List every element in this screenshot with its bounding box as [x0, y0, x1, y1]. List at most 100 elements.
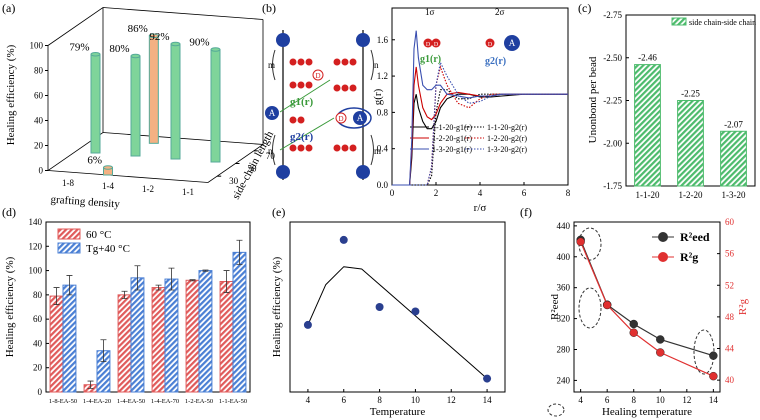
bar [219, 281, 234, 393]
y-tick-label: 80 [34, 66, 44, 76]
y-tick-label: 120 [29, 241, 43, 251]
legend-label: side chain-side chain [689, 18, 756, 27]
error-bar [155, 284, 162, 291]
value-label: -2.07 [724, 119, 743, 129]
y-tick-label: 48 [725, 312, 735, 322]
y-tick-label: -1.75 [603, 181, 622, 191]
y-tick-label: 280 [557, 345, 571, 355]
bar [720, 130, 747, 187]
x-tick-label: 10 [411, 395, 421, 405]
bar [62, 284, 77, 393]
panel-label: (f) [520, 205, 532, 219]
annotation: 1σ [425, 7, 435, 17]
panel-label: (d) [2, 205, 16, 219]
y-tick-label: 100 [29, 266, 43, 276]
point [576, 237, 585, 246]
highlight [578, 287, 602, 329]
axis-title: Temperature [370, 406, 426, 418]
x-tick-label: 1-1-EA-50 [219, 398, 247, 405]
x-tick-label: 4 [578, 395, 583, 405]
y-tick-label: 52 [725, 280, 734, 290]
arrow [279, 79, 335, 151]
y-tick-label: 1.2 [377, 71, 388, 81]
y-tick-label: 56 [725, 249, 735, 259]
error-bar [168, 267, 175, 291]
annotation-bead [504, 35, 520, 51]
bar-cap [130, 53, 141, 59]
error-bar [202, 269, 209, 272]
axis-title: g(r) [372, 88, 384, 105]
axis-box [46, 7, 265, 183]
y-tick-label: 80 [33, 290, 43, 300]
label: A [269, 108, 276, 118]
label: A [357, 113, 364, 123]
axis-title: grafting density [50, 194, 121, 211]
point [629, 328, 638, 337]
z-tick-label: 70 [266, 151, 276, 161]
y-tick-label: 20 [34, 141, 44, 151]
highlight [693, 329, 715, 375]
bar-cap [170, 41, 181, 47]
axis-title: side-chain length [230, 129, 276, 202]
chain-diagram: A A D D g1(r) g2(r) m n n m [265, 30, 381, 180]
axis-title: R²g [737, 298, 749, 315]
y-tick-label: 1.6 [377, 35, 389, 45]
axis-title: r/σ [474, 202, 487, 214]
y-tick-label: 240 [557, 375, 571, 385]
x-tick-label: 6 [605, 395, 610, 405]
point [483, 374, 492, 383]
legend-swatch [57, 228, 81, 240]
bar [164, 278, 179, 393]
y-tick-label: 100 [30, 41, 44, 51]
x-tick-label: 0 [390, 188, 395, 198]
legend-label: Tg+40 °C [86, 243, 130, 255]
legend-label: 1-3-20-g2(r) [487, 145, 527, 154]
legend-swatch [57, 242, 81, 254]
x-tick-label: 6 [522, 188, 527, 198]
bar-cap [148, 33, 159, 39]
bar-cap [103, 165, 113, 170]
legend-swatch [671, 17, 687, 26]
bar-cap [90, 51, 101, 57]
value-label: -2.46 [638, 53, 657, 63]
axis-title: Healing temperature [602, 406, 692, 418]
highlight [547, 403, 565, 417]
x-tick-label: 1-4 [102, 181, 114, 191]
axis-title: R²eed [549, 294, 561, 320]
y-tick-label: 0.8 [377, 107, 389, 117]
donor [335, 112, 347, 124]
x-tick-label: 1-2-20 [679, 190, 703, 200]
bar [198, 270, 213, 393]
bar [117, 294, 132, 393]
panel-label: (c) [578, 1, 591, 15]
y-tick-label: 60 [33, 314, 43, 324]
axis-title: Healing efficiency (%) [5, 44, 17, 145]
x-tick-label: 1-8 [62, 178, 74, 188]
label: m [268, 60, 275, 70]
x-tick-label: 4 [478, 188, 483, 198]
point [602, 300, 612, 310]
legend-label: R²eed [680, 230, 710, 244]
fit-line [307, 266, 488, 379]
x-tick-label: 1-4-EA-20 [83, 398, 111, 405]
x-tick-label: 1-3-20 [722, 190, 746, 200]
x-tick-label: 1-4-EA-50 [117, 398, 145, 405]
y-tick-label: 360 [557, 283, 571, 293]
y-tick-label: 0.0 [377, 180, 389, 190]
x-tick-label: 12 [447, 395, 456, 405]
legend-label: 1-2-20-g2(r) [487, 134, 527, 143]
axis-title: Healing efficiency (%) [271, 256, 283, 357]
bar [634, 64, 661, 187]
point [709, 371, 718, 381]
value-label: 92% [149, 31, 169, 43]
point [709, 351, 718, 360]
value-label: 90% [189, 37, 209, 49]
error-bar [53, 287, 60, 305]
x-tick-label: 1-4-EA-70 [151, 398, 179, 405]
annotation-bead [423, 38, 433, 48]
bar [90, 53, 101, 154]
point [656, 335, 665, 344]
bar [185, 279, 200, 393]
annotation-bead [431, 38, 441, 48]
line [392, 66, 568, 186]
